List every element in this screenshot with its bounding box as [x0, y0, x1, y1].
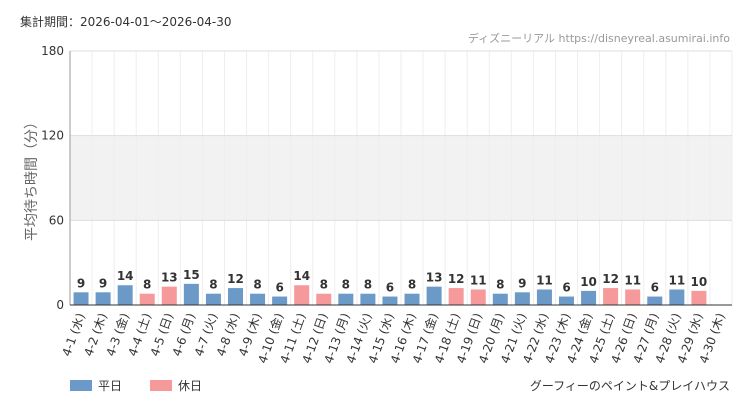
bar [294, 285, 310, 305]
y-tick-label: 120 [41, 129, 64, 143]
value-label: 9 [518, 276, 526, 290]
bar [205, 293, 221, 305]
value-label: 14 [117, 269, 134, 283]
bar [581, 290, 597, 305]
legend-label: 休日 [178, 379, 202, 393]
bar [647, 296, 663, 305]
value-label: 11 [470, 273, 487, 287]
value-label: 8 [408, 278, 416, 292]
bar [559, 296, 574, 305]
value-label: 15 [183, 268, 200, 282]
legend-label: 平日 [98, 379, 122, 393]
bar [404, 293, 420, 305]
y-tick-label: 60 [49, 213, 64, 227]
bar [139, 293, 155, 305]
chart-title: 集計期間：2026-04-01〜2026-04-30 [20, 14, 231, 29]
bar [536, 289, 552, 305]
y-tick-label: 0 [56, 298, 64, 312]
bar [448, 288, 464, 305]
value-label: 14 [293, 269, 310, 283]
bar [250, 293, 266, 305]
bar [603, 288, 619, 305]
bar [338, 293, 354, 305]
value-label: 6 [386, 281, 394, 295]
bar [382, 296, 398, 305]
value-label: 12 [448, 272, 465, 286]
bar [73, 292, 89, 305]
y-axis-label: 平均待ち時間（分） [24, 115, 40, 241]
value-label: 8 [320, 278, 328, 292]
value-label: 12 [602, 272, 619, 286]
bar [228, 288, 243, 305]
value-label: 13 [161, 271, 178, 285]
bar [470, 289, 486, 305]
bar [316, 293, 332, 305]
bar [272, 296, 288, 305]
legend-swatch [150, 380, 172, 391]
value-label: 6 [275, 281, 283, 295]
value-label: 11 [668, 273, 685, 287]
y-tick-label: 180 [41, 44, 64, 58]
value-label: 6 [651, 281, 659, 295]
bar [426, 286, 442, 305]
value-label: 8 [364, 278, 372, 292]
value-label: 8 [209, 278, 217, 292]
value-label: 10 [580, 275, 597, 289]
value-label: 11 [624, 273, 641, 287]
bar [360, 293, 376, 305]
bar [514, 292, 530, 305]
legend-swatch [70, 380, 92, 391]
bar [95, 292, 111, 305]
value-label: 10 [691, 275, 708, 289]
value-label: 6 [562, 281, 570, 295]
value-label: 12 [227, 272, 244, 286]
bar [669, 289, 685, 305]
bar [183, 283, 199, 305]
value-label: 11 [536, 273, 553, 287]
bar [161, 286, 177, 305]
value-label: 9 [99, 276, 107, 290]
footnote: グーフィーのペイント&プレイハウス [530, 379, 730, 393]
bar [625, 289, 641, 305]
bar [117, 285, 133, 305]
value-label: 8 [496, 278, 504, 292]
value-label: 13 [426, 271, 443, 285]
value-label: 8 [342, 278, 350, 292]
value-label: 8 [253, 278, 261, 292]
value-label: 9 [77, 276, 85, 290]
source: ディズニーリアル https://disneyreal.asumirai.inf… [468, 31, 730, 45]
value-label: 8 [143, 278, 151, 292]
bar [691, 290, 707, 305]
bar [492, 293, 508, 305]
